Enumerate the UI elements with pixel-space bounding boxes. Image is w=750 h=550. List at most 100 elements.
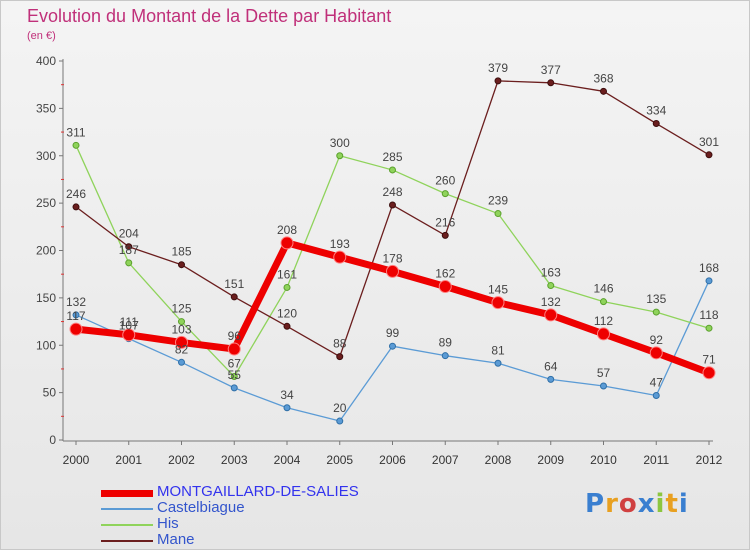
y-tick-label: 200: [36, 244, 56, 258]
data-point-montgaillard-de-salies: [386, 264, 399, 278]
data-label-mane: 377: [541, 63, 561, 77]
data-label-castelbiague: 107: [119, 319, 139, 333]
data-label-montgaillard-de-salies: 103: [171, 322, 191, 336]
data-label-montgaillard-de-salies: 132: [541, 295, 561, 309]
data-point-his: [652, 308, 660, 316]
data-point-his: [230, 373, 238, 381]
data-point-his: [600, 298, 607, 306]
data-point-mane: [389, 201, 396, 209]
data-point-castelbiague: [178, 358, 185, 366]
data-point-mane: [600, 87, 607, 95]
data-label-mane: 379: [488, 61, 508, 75]
data-label-montgaillard-de-salies: 92: [650, 333, 664, 347]
data-point-his: [441, 190, 449, 198]
data-label-montgaillard-de-salies: 96: [228, 329, 242, 343]
y-tick-label: 50: [43, 386, 57, 400]
logo-letter: P: [585, 489, 606, 519]
logo-letter: i: [678, 489, 689, 519]
data-point-montgaillard-de-salies: [227, 342, 241, 356]
data-label-montgaillard-de-salies: 111: [120, 315, 139, 329]
x-tick-label: 2007: [432, 453, 459, 467]
data-point-his: [494, 210, 502, 218]
data-label-his: 161: [277, 267, 297, 281]
data-point-mane: [230, 293, 238, 301]
data-label-montgaillard-de-salies: 178: [382, 251, 402, 265]
y-tick-label: 0: [49, 433, 56, 447]
data-label-his: 163: [541, 266, 561, 280]
data-point-castelbiague: [336, 417, 344, 425]
data-point-montgaillard-de-salies: [280, 236, 294, 250]
data-label-castelbiague: 57: [597, 366, 611, 380]
data-label-his: 285: [382, 150, 402, 164]
data-label-his: 135: [646, 292, 666, 306]
x-tick-label: 2003: [221, 453, 248, 467]
y-tick-label: 300: [36, 149, 56, 163]
data-label-his: 125: [171, 302, 191, 316]
data-label-castelbiague: 20: [333, 401, 347, 415]
data-point-castelbiague: [652, 391, 660, 399]
legend-label: MONTGAILLARD-DE-SALIES: [157, 483, 359, 500]
data-point-his: [705, 324, 713, 332]
legend-label: His: [157, 515, 179, 532]
data-point-mane: [72, 203, 80, 211]
data-label-castelbiague: 81: [491, 343, 505, 357]
chart-unit-label: (en €): [27, 30, 56, 42]
data-point-montgaillard-de-salies: [438, 280, 452, 294]
data-label-his: 311: [66, 125, 85, 139]
data-label-castelbiague: 64: [544, 359, 558, 373]
data-label-his: 260: [435, 174, 455, 188]
y-tick-label: 150: [36, 291, 56, 305]
x-tick-label: 2005: [326, 453, 353, 467]
data-point-mane: [336, 353, 344, 361]
legend-swatch: [101, 508, 153, 510]
legend-swatch: [101, 540, 153, 542]
data-point-mane: [494, 77, 502, 85]
data-label-montgaillard-de-salies: 112: [594, 314, 613, 328]
data-label-castelbiague: 47: [650, 375, 664, 389]
data-point-castelbiague: [441, 352, 449, 360]
data-point-montgaillard-de-salies: [69, 322, 83, 336]
logo-letter: o: [618, 489, 638, 519]
data-point-montgaillard-de-salies: [649, 346, 663, 360]
x-tick-label: 2009: [537, 453, 564, 467]
data-point-montgaillard-de-salies: [122, 328, 136, 342]
data-point-castelbiague: [283, 404, 291, 412]
proxiti-logo: Proxiti: [585, 489, 689, 519]
data-label-his: 118: [699, 308, 718, 322]
data-point-mane: [547, 79, 555, 87]
logo-letter: x: [637, 489, 656, 519]
x-tick-label: 2002: [168, 453, 195, 467]
legend-swatch: [101, 490, 153, 497]
data-point-mane: [652, 120, 660, 128]
logo-letter: t: [665, 489, 679, 519]
data-label-mane: 368: [593, 71, 613, 85]
data-point-his: [178, 318, 185, 326]
legend-label: Mane: [157, 531, 195, 548]
x-tick-label: 2010: [590, 453, 617, 467]
x-tick-label: 2012: [696, 453, 723, 467]
data-label-mane: 204: [119, 227, 139, 241]
data-label-his: 300: [330, 136, 350, 150]
x-tick-label: 2006: [379, 453, 406, 467]
x-tick-label: 2001: [115, 453, 142, 467]
y-tick-label: 350: [36, 101, 56, 115]
data-label-his: 146: [593, 282, 613, 296]
data-point-his: [283, 283, 291, 291]
data-label-montgaillard-de-salies: 208: [277, 223, 297, 237]
x-tick-label: 2000: [63, 453, 90, 467]
data-label-montgaillard-de-salies: 71: [702, 353, 716, 367]
data-label-castelbiague: 132: [66, 295, 86, 309]
data-point-castelbiague: [494, 359, 502, 367]
data-point-montgaillard-de-salies: [491, 296, 505, 310]
data-point-his: [72, 141, 80, 149]
data-label-mane: 248: [382, 185, 402, 199]
data-point-castelbiague: [600, 382, 607, 390]
data-label-mane: 185: [171, 245, 191, 259]
data-label-montgaillard-de-salies: 145: [488, 283, 508, 297]
x-tick-label: 2011: [643, 453, 669, 467]
data-label-mane: 301: [699, 135, 719, 149]
data-label-montgaillard-de-salies: 117: [66, 309, 85, 323]
data-point-mane: [441, 231, 449, 239]
data-label-castelbiague: 89: [439, 336, 453, 350]
data-point-mane: [705, 151, 713, 159]
